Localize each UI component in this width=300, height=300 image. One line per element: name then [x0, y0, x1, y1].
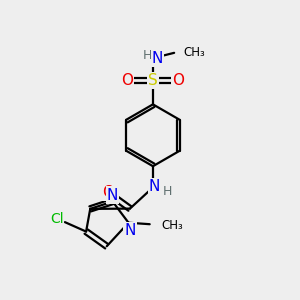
Text: S: S: [148, 73, 158, 88]
Text: O: O: [103, 185, 115, 200]
Text: N: N: [107, 188, 118, 202]
Text: N: N: [124, 223, 136, 238]
Text: CH₃: CH₃: [161, 219, 183, 232]
Text: N: N: [152, 51, 163, 66]
Text: N: N: [149, 179, 160, 194]
Text: H: H: [143, 49, 152, 62]
Text: CH₃: CH₃: [183, 46, 205, 59]
Text: Cl: Cl: [50, 212, 64, 226]
Text: O: O: [121, 73, 133, 88]
Text: H: H: [163, 185, 172, 198]
Text: O: O: [172, 73, 184, 88]
